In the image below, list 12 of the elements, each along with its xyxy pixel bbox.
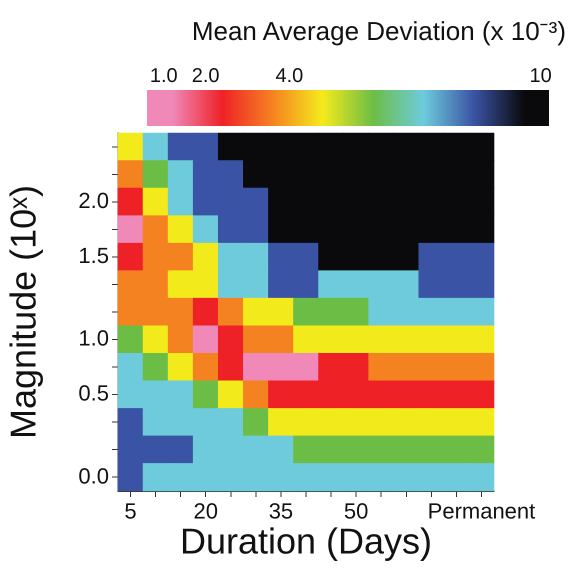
y-axis-title: Magnitude (10ˣ) [2, 185, 44, 439]
y-tick-label: 0.0 [78, 463, 109, 488]
color-bar-label: 4.0 [275, 65, 304, 87]
y-tick-label: 2.0 [78, 188, 109, 213]
y-tick-label: 1.0 [78, 326, 109, 351]
x-tick-label: 5 [124, 498, 137, 524]
color-bar-label: 10 [530, 65, 552, 87]
y-tick-label: 1.5 [78, 242, 109, 268]
color-bar-label: 1.0 [150, 65, 178, 87]
chart-title: Mean Average Deviation (x 10⁻³) [190, 15, 567, 48]
y-tick-label: 0.5 [78, 380, 109, 406]
color-bar-label: 2.0 [192, 65, 220, 87]
